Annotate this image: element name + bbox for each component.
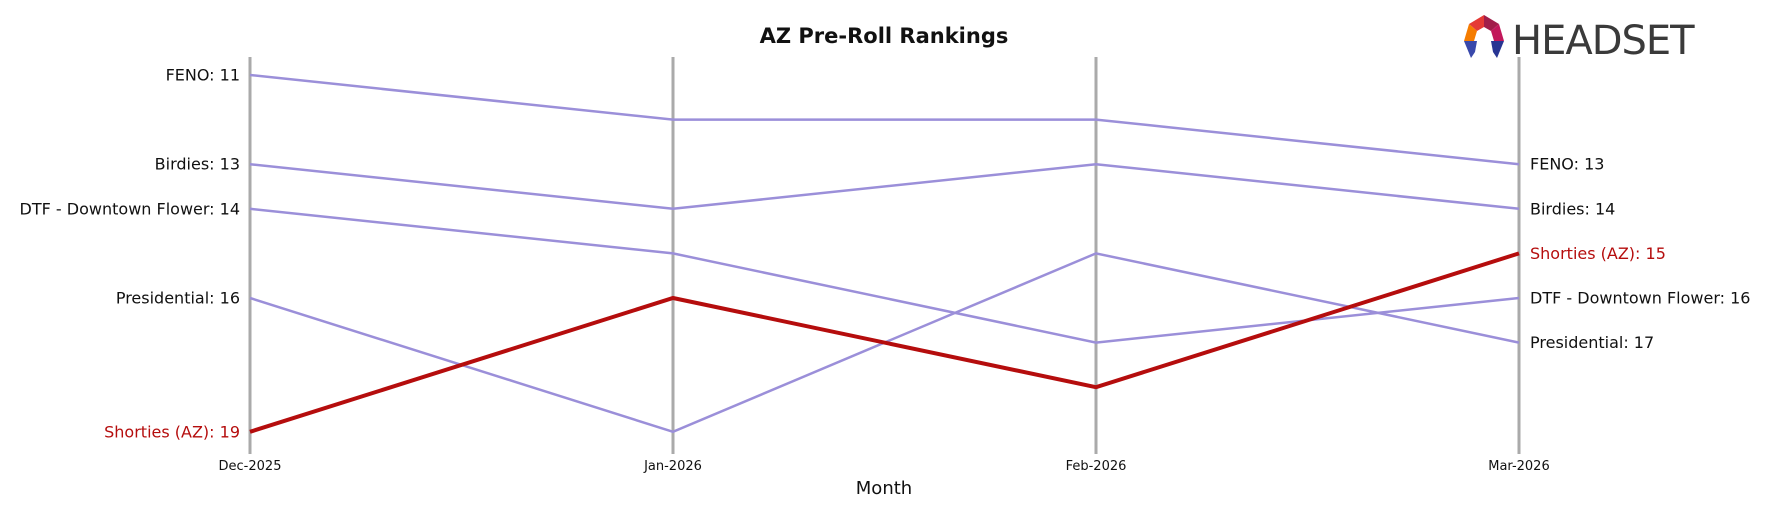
right-end-label: DTF - Downtown Flower: 16: [1530, 289, 1750, 308]
left-end-label: FENO: 11: [166, 66, 240, 85]
left-end-label: DTF - Downtown Flower: 14: [20, 199, 240, 218]
right-end-label: Presidential: 17: [1530, 333, 1654, 352]
month-axes: [248, 57, 1521, 454]
chart-title: AZ Pre-Roll Rankings: [760, 24, 1009, 48]
right-end-label: Shorties (AZ): 15: [1530, 244, 1666, 263]
series-line-feno: [249, 73, 1520, 166]
headset-logo: HEADSET: [1464, 15, 1696, 64]
right-end-label: Birdies: 14: [1530, 199, 1615, 218]
series-line-shorties-az: [249, 251, 1520, 434]
x-tick-label: Feb-2026: [1066, 459, 1127, 474]
series-line-dtf-downtown-flower: [249, 207, 1520, 344]
series-line-birdies: [249, 162, 1520, 211]
x-tick-label: Mar-2026: [1488, 459, 1549, 474]
headset-logo-text: HEADSET: [1512, 18, 1695, 64]
headset-hexagon-logo-icon: [1464, 15, 1504, 58]
right-end-label: FENO: 13: [1530, 155, 1604, 174]
end-labels: FENO: 11 Birdies: 13 DTF - Downtown Flower…: [20, 66, 1751, 442]
left-end-label: Presidential: 16: [116, 289, 240, 308]
left-end-label: Birdies: 13: [155, 155, 240, 174]
left-end-label: Shorties (AZ): 19: [104, 422, 240, 441]
series-lines: [249, 73, 1520, 434]
x-tick-label: Jan-2026: [643, 459, 702, 474]
x-axis-label: Month: [856, 478, 912, 499]
x-tick-labels: Dec-2025 Jan-2026 Feb-2026 Mar-2026: [219, 459, 1550, 474]
x-tick-label: Dec-2025: [219, 459, 282, 474]
